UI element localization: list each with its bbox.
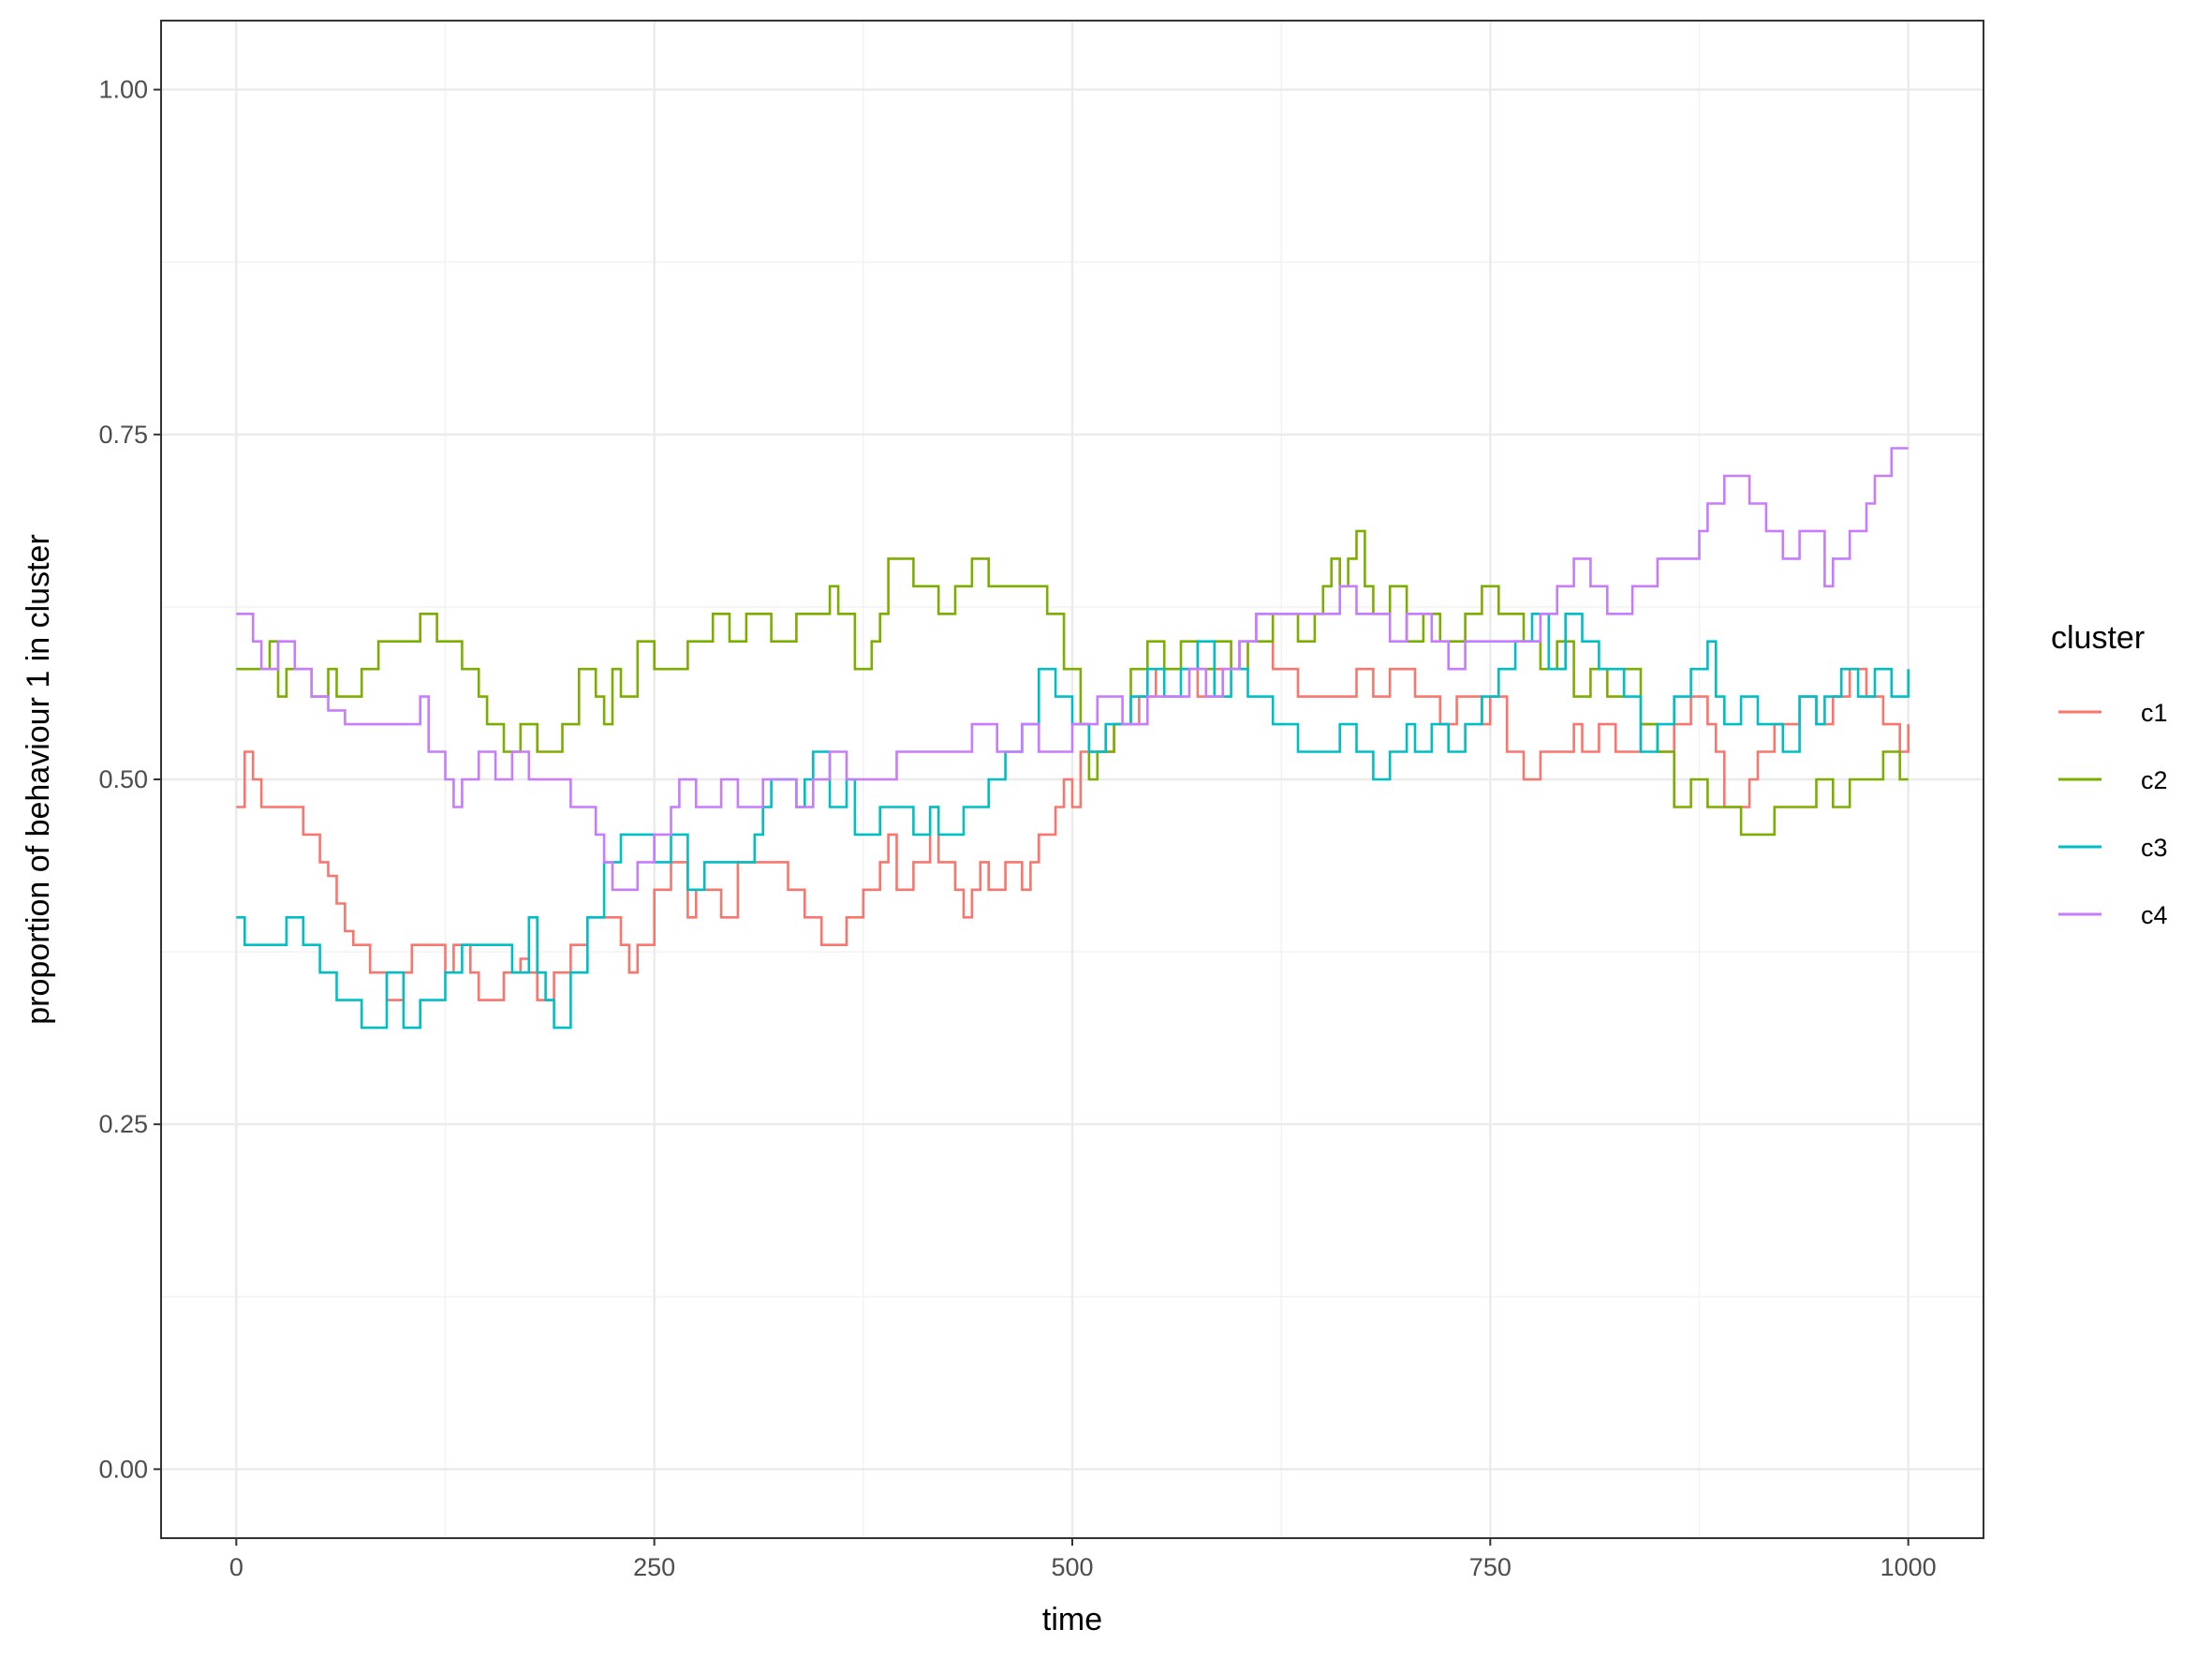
series-lines: [236, 447, 1910, 1029]
y-tick-label: 0.00: [98, 1455, 148, 1483]
y-axis-title: proportion of behaviour 1 in cluster: [21, 534, 56, 1025]
x-axis-title: time: [1042, 1602, 1102, 1637]
legend-title: cluster: [2051, 620, 2145, 656]
y-tick-label: 0.25: [98, 1110, 148, 1138]
legend-label-c3: c3: [2141, 834, 2168, 862]
legend-label-c2: c2: [2141, 766, 2168, 794]
series-line-c4: [236, 447, 1909, 892]
legend-label-c4: c4: [2141, 901, 2168, 929]
legend: cluster c1 c2 c3 c4: [2051, 620, 2168, 929]
legend-label-c1: c1: [2141, 699, 2168, 727]
x-tick-label: 0: [229, 1553, 243, 1581]
axes: 0 250 500 750 1000 0.00 0.25 0.50 0.75 1.00: [98, 76, 1936, 1581]
series-line-c2: [236, 529, 1909, 837]
x-tick-label: 750: [1469, 1553, 1512, 1581]
y-tick-label: 0.75: [98, 421, 148, 449]
series-line-c3: [236, 613, 1910, 1029]
y-tick-label: 1.00: [98, 76, 148, 104]
x-tick-label: 1000: [1880, 1553, 1937, 1581]
x-tick-label: 250: [633, 1553, 675, 1581]
x-tick-label: 500: [1051, 1553, 1093, 1581]
y-tick-label: 0.50: [98, 765, 148, 793]
